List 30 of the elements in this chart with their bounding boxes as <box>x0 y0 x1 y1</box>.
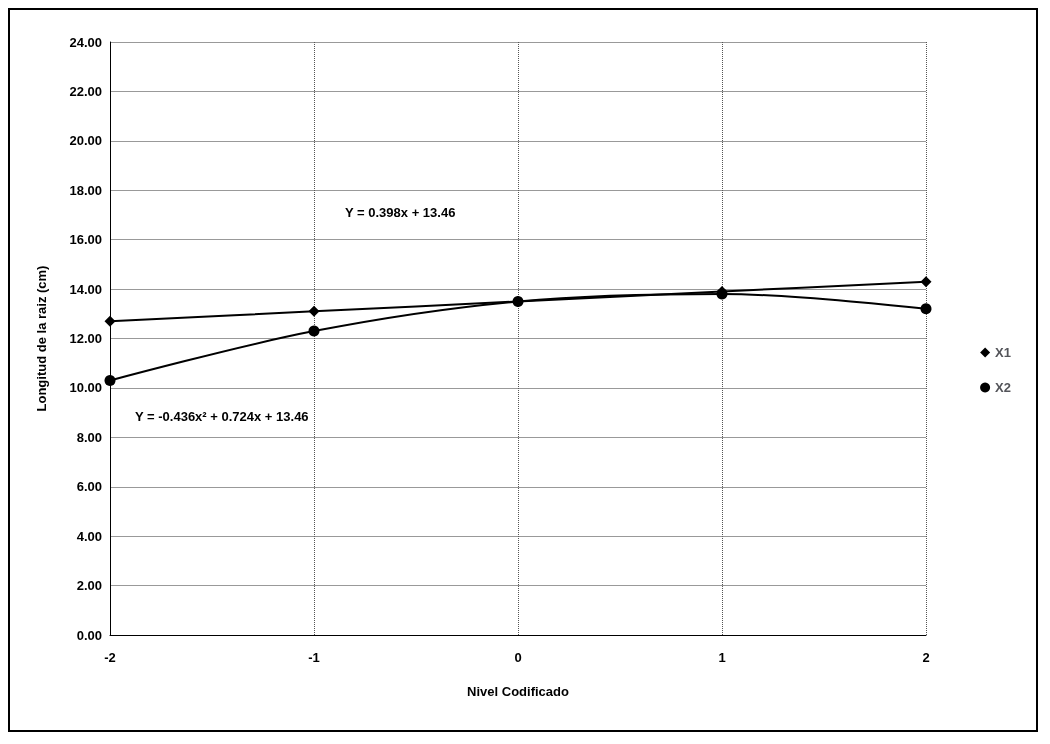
point <box>104 315 116 327</box>
point <box>308 325 320 337</box>
y-tick-label: 8.00 <box>76 429 102 445</box>
y-tick-label: 2.00 <box>76 578 102 594</box>
y-tick-label: 14.00 <box>69 281 102 297</box>
x-tick-label: -1 <box>308 650 320 665</box>
legend-label: X1 <box>995 345 1012 360</box>
y-tick-label: 12.00 <box>69 331 102 346</box>
annotation: Y = -0.436x² + 0.724x + 13.46 <box>135 409 309 424</box>
y-tick-label: 24.00 <box>69 34 102 50</box>
x-tick-label: 1 <box>718 650 726 665</box>
x-tick-label: 2 <box>922 650 930 665</box>
point <box>104 375 116 386</box>
point <box>920 276 932 288</box>
y-tick-label: 16.00 <box>69 232 102 248</box>
y-axis-title: Longitud de la raiz (cm) <box>34 265 49 412</box>
y-tick-label: 20.00 <box>69 133 102 149</box>
point <box>308 305 320 317</box>
point <box>920 303 932 315</box>
annotation: Y = 0.398x + 13.46 <box>345 205 456 220</box>
y-tick-label: 4.00 <box>76 528 102 544</box>
y-tick-label: 22.00 <box>69 83 102 99</box>
x-tick-label: -2 <box>104 650 116 665</box>
x-axis-title: Nivel Codificado <box>467 684 569 699</box>
y-tick-label: 0.00 <box>76 627 102 643</box>
y-tick-label: 18.00 <box>69 182 102 198</box>
y-tick-label: 10.00 <box>69 380 102 396</box>
legend-label: X2 <box>995 380 1012 395</box>
y-tick-label: 6.00 <box>76 479 102 495</box>
x-tick-label: 0 <box>514 650 522 665</box>
